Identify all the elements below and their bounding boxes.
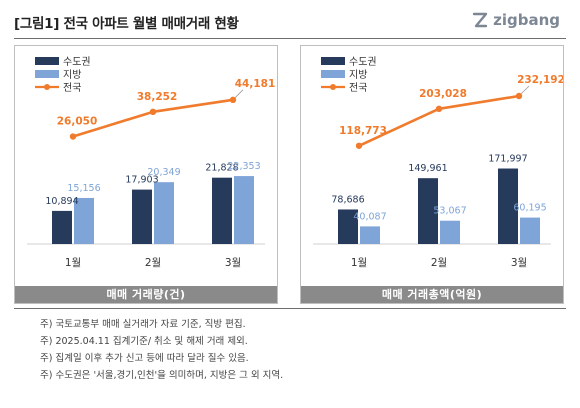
point-national [229, 96, 237, 104]
data-label-regional: 15,156 [67, 183, 100, 194]
data-label-leader [520, 85, 530, 95]
legend-swatch-metro [35, 57, 59, 65]
note-line: 주) 수도권은 '서울,경기,인천'을 의미하며, 지방은 그 외 지역. [40, 370, 284, 381]
point-national [515, 92, 523, 100]
data-label-metro: 10,894 [45, 196, 78, 207]
logo-text: zigbang [493, 11, 560, 29]
data-label-regional: 22,353 [227, 161, 260, 172]
data-label-regional: 53,067 [433, 206, 466, 217]
point-national [149, 108, 157, 116]
legend-label: 지방 [63, 69, 81, 81]
legend-label: 지방 [349, 69, 367, 81]
bar-regional [74, 197, 94, 244]
legend-swatch-regional [321, 70, 345, 78]
data-label-national: 232,192 [517, 74, 563, 86]
legend-swatch-regional [35, 70, 59, 78]
point-national [69, 133, 77, 140]
top-rule [14, 38, 566, 39]
bar-metro [132, 189, 152, 244]
volume-chart-footer: 매매 거래량(건) [15, 286, 277, 303]
bar-metro [418, 178, 438, 244]
x-tick-label: 1월 [351, 257, 367, 269]
note-line: 주) 집계일 이후 추가 신고 등에 따라 달라 질수 있음. [40, 353, 249, 364]
data-label-metro: 21,828 [205, 163, 238, 174]
legend-marker-national [330, 84, 336, 90]
bar-regional [360, 226, 380, 244]
legend-label: 전국 [349, 82, 367, 94]
data-label-national: 26,050 [57, 116, 98, 128]
legend-marker-national [44, 84, 50, 90]
bar-metro [212, 177, 232, 244]
data-label-metro: 78,686 [331, 194, 364, 205]
data-label-regional: 60,195 [513, 203, 546, 214]
x-tick-label: 2월 [145, 257, 161, 269]
zigbang-logo-icon [472, 12, 488, 28]
zigbang-logo: zigbang [471, 11, 560, 29]
data-label-metro: 149,961 [408, 163, 447, 174]
legend-label: 수도권 [63, 56, 91, 68]
data-label-regional: 20,349 [147, 167, 180, 178]
notes: 주) 국토교통부 매매 실거래가 자료 기준, 직방 편집. 주) 2025.0… [40, 316, 283, 384]
bar-metro [52, 210, 72, 244]
bar-metro [338, 209, 358, 244]
note-line: 주) 국토교통부 매매 실거래가 자료 기준, 직방 편집. [40, 319, 246, 330]
legend-swatch-metro [321, 57, 345, 65]
data-label-national: 203,028 [419, 88, 467, 100]
data-label-leader [234, 89, 244, 99]
data-label-national: 38,252 [137, 91, 178, 103]
point-national [355, 142, 363, 149]
x-tick-label: 1월 [65, 257, 81, 269]
data-label-national: 118,773 [339, 125, 387, 137]
data-label-metro: 17,903 [125, 175, 158, 186]
note-line: 주) 2025.04.11 집계기준/ 취소 및 해제 거래 제외. [40, 336, 248, 347]
bar-metro [498, 168, 518, 244]
legend-label: 전국 [63, 82, 81, 94]
line-national [358, 94, 520, 147]
data-label-regional: 40,087 [353, 211, 386, 222]
x-tick-label: 3월 [511, 257, 527, 269]
bottom-rule [14, 308, 566, 309]
amount-chart-panel: 수도권 지방 전국 78,686 40,087 1월 149,961 53,067 2월 171,… [300, 45, 564, 304]
point-national [435, 105, 443, 113]
bar-regional [440, 220, 460, 244]
data-label-national: 44,181 [235, 78, 276, 90]
bar-regional [520, 217, 540, 244]
volume-chart-panel: 수도권 지방 전국 10,894 15,156 1월 17,903 20,349 2월 21,82… [14, 45, 278, 304]
legend-label: 수도권 [349, 56, 377, 68]
amount-chart-footer: 매매 거래총액(억원) [301, 286, 563, 303]
x-tick-label: 2월 [431, 257, 447, 269]
bar-regional [154, 182, 174, 244]
x-tick-label: 3월 [225, 257, 241, 269]
page-title: [그림1] 전국 아파트 월별 매매거래 현황 [14, 16, 239, 32]
bar-regional [234, 176, 254, 244]
data-label-metro: 171,997 [488, 154, 527, 165]
